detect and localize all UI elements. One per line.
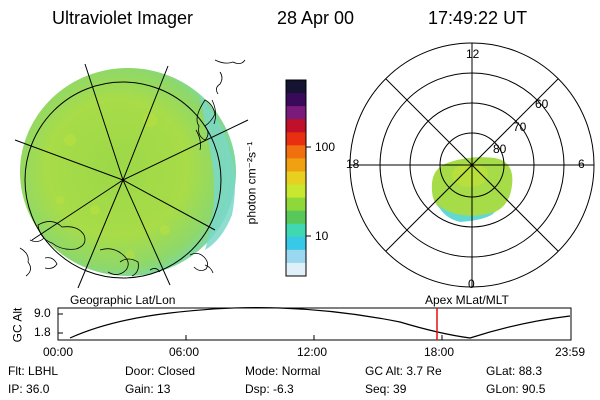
polar-image [349,42,595,288]
altitude-xtick-0: 00:00 [43,345,74,359]
polar-panel-label: Apex MLat/MLT [425,293,509,307]
altitude-xtick-12: 12:00 [297,345,328,359]
altitude-ytick-1.8: 1.8 [34,325,51,339]
colorbar-tick-10: 10 [315,229,329,243]
status-gain: Gain: 13 [125,382,171,396]
colorbar-stripe [286,145,306,159]
geographic-image [14,59,249,289]
mlt-label-12: 12 [466,47,480,61]
status-glon: GLon: 90.5 [486,382,546,396]
status-mode: Mode: Normal [245,364,321,378]
mlt-label-6: 6 [578,157,585,171]
colorbar-frame [285,79,307,277]
mlt-label-0: 0 [468,277,475,291]
colorbar-tick-100: 100 [315,140,336,154]
colorbar-stripe [286,262,306,277]
polar-grid [349,42,595,288]
colorbar-stripe [286,210,306,225]
geo-lat-circle [24,81,222,279]
mlat-label-80: 80 [493,142,507,156]
altitude-xtick-18: 18:00 [424,345,455,359]
date-label: 28 Apr 00 [277,8,355,28]
colorbar-stripe [286,236,306,251]
colorbar-stripes [286,80,306,277]
status-ip: IP: 36.0 [8,382,50,396]
status-flt: Flt: LBHL [8,364,59,378]
mlt-label-18: 18 [346,157,360,171]
colorbar-stripe [286,184,306,199]
colorbar-unit-label: photon cm⁻²s⁻¹ [244,141,259,225]
colorbar [285,79,311,277]
oval-edge [438,205,495,222]
colorbar-stripe [286,223,306,238]
altitude-xtick-6: 06:00 [169,345,200,359]
altitude-ylabel: GC Alt [10,307,25,343]
time-label: 17:49:22 UT [428,8,528,28]
geo-grid [14,63,249,289]
geo-panel-label: Geographic Lat/Lon [70,293,176,307]
status-seq: Seq: 39 [365,382,407,396]
colorbar-stripe [286,197,306,212]
status-door: Door: Closed [125,364,196,378]
status-glat: GLat: 88.3 [486,364,543,378]
colorbar-stripe [286,119,306,133]
mlat-label-70: 70 [513,120,527,134]
colorbar-stripe [286,158,306,172]
mlat-label-60: 60 [535,97,549,111]
colorbar-stripe [286,80,306,94]
altitude-xtick-24: 23:59 [555,345,586,359]
status-dsp: Dsp: -6.3 [245,382,294,396]
colorbar-stripe [286,171,306,186]
colorbar-stripe [286,93,306,107]
altitude-ytick-9: 9.0 [34,306,51,320]
instrument-title: Ultraviolet Imager [52,8,194,28]
uv-disc [20,68,236,276]
colorbar-stripe [286,249,306,264]
altitude-plot [57,306,572,341]
colorbar-stripe [286,132,306,146]
coastlines [19,59,246,277]
colorbar-stripe [286,106,306,120]
disc-edge-emission [200,95,235,250]
altitude-curve [69,306,571,339]
status-gc-alt: GC Alt: 3.7 Re [365,364,442,378]
